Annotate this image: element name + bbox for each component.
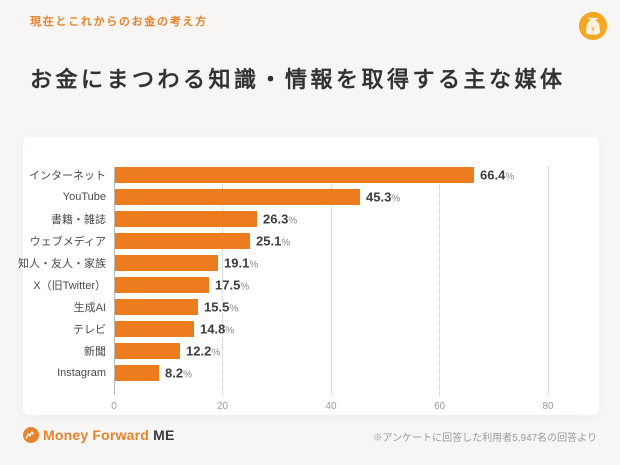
svg-text:¥: ¥ bbox=[591, 26, 595, 33]
